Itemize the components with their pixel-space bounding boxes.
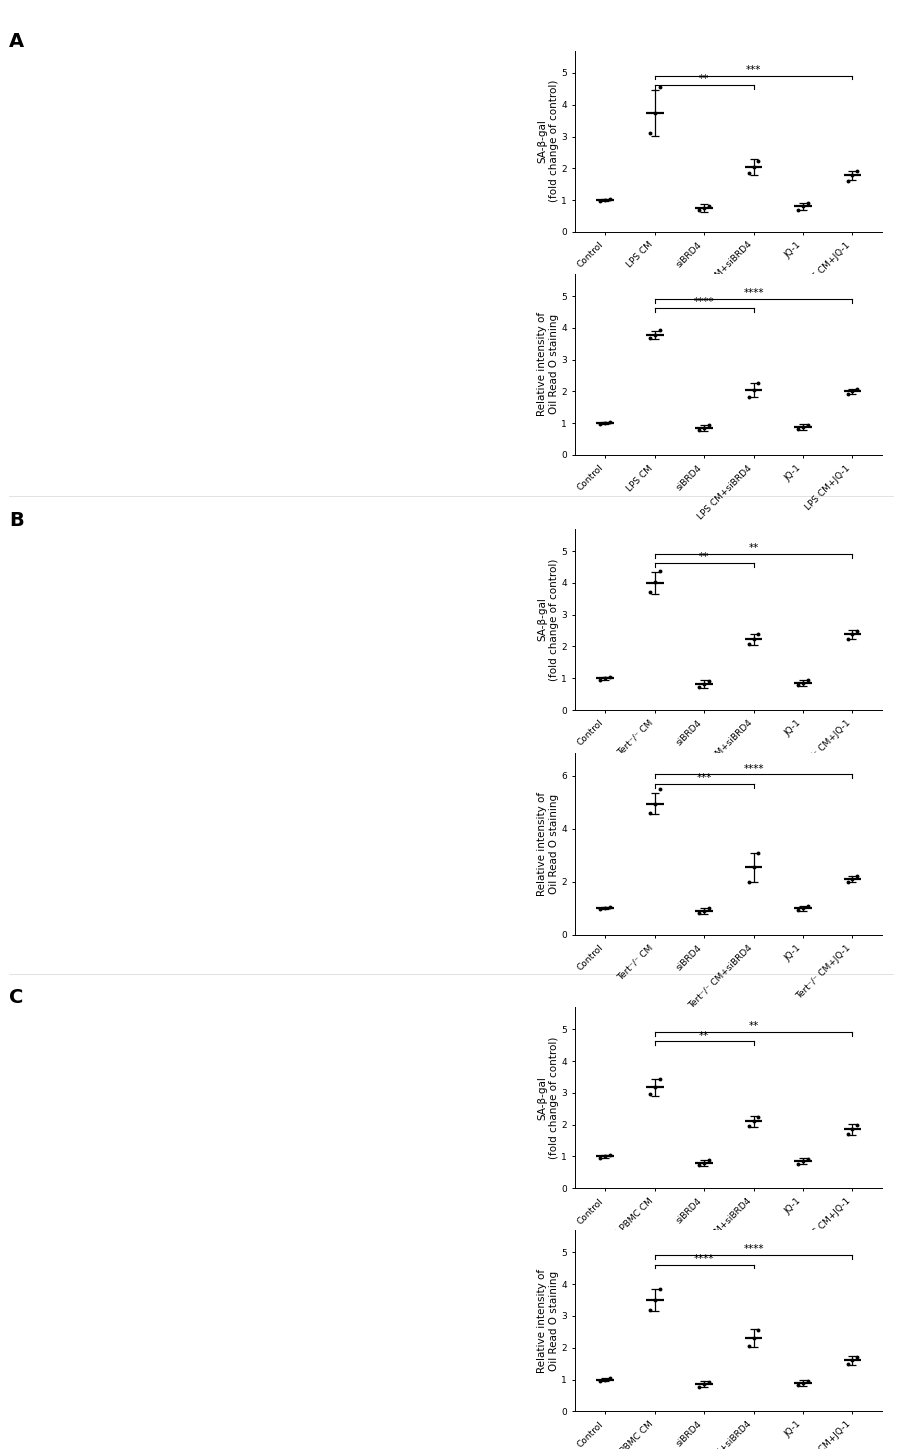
Y-axis label: Relative intensity of
Oil Read O staining: Relative intensity of Oil Read O stainin…: [537, 1269, 558, 1372]
Text: ****: ****: [743, 764, 764, 774]
Text: ****: ****: [694, 1253, 714, 1264]
Text: ***: ***: [746, 65, 761, 75]
Y-axis label: Relative intensity of
Oil Read O staining: Relative intensity of Oil Read O stainin…: [537, 793, 558, 895]
Text: C: C: [9, 988, 23, 1007]
Text: A: A: [9, 32, 24, 51]
Text: **: **: [699, 552, 709, 562]
Text: ****: ****: [743, 1245, 764, 1255]
Y-axis label: Relative intensity of
Oil Read O staining: Relative intensity of Oil Read O stainin…: [537, 313, 558, 416]
Text: **: **: [699, 74, 709, 84]
Y-axis label: SA-β-gal
(fold change of control): SA-β-gal (fold change of control): [537, 558, 558, 681]
Text: **: **: [749, 1022, 759, 1032]
Text: B: B: [9, 511, 23, 530]
Text: **: **: [749, 543, 759, 554]
Text: ****: ****: [694, 297, 714, 307]
Y-axis label: SA-β-gal
(fold change of control): SA-β-gal (fold change of control): [537, 80, 558, 203]
Text: ***: ***: [696, 772, 712, 782]
Text: ****: ****: [743, 288, 764, 298]
Y-axis label: SA-β-gal
(fold change of control): SA-β-gal (fold change of control): [537, 1036, 558, 1159]
Text: **: **: [699, 1030, 709, 1040]
